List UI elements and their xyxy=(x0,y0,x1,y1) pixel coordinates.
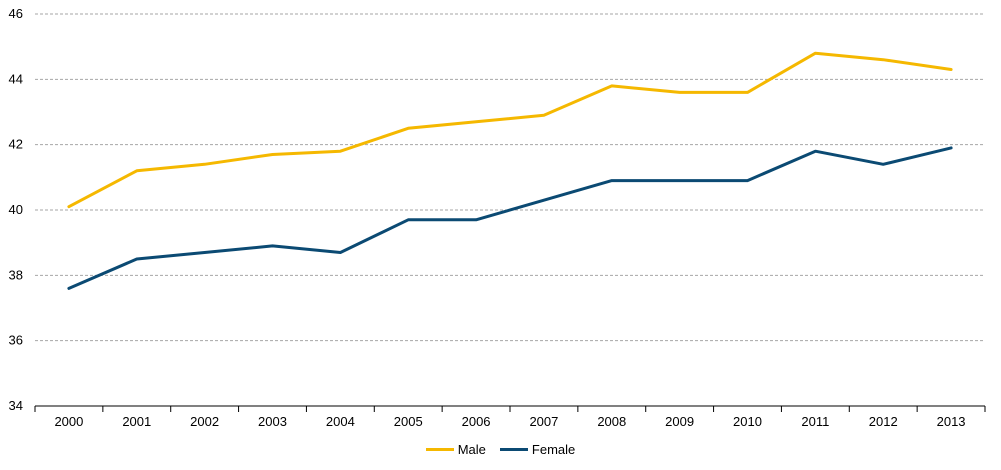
x-tick-label: 2007 xyxy=(529,414,558,429)
y-tick-label: 34 xyxy=(9,398,23,413)
x-tick-label: 2006 xyxy=(462,414,491,429)
y-tick-label: 46 xyxy=(9,6,23,21)
legend-label-male: Male xyxy=(457,441,486,457)
x-tick-label: 2003 xyxy=(258,414,287,429)
tick-labels: 34 36 38 40 42 44 46 2000 2001 2002 2003 2004 2005 20… xyxy=(9,6,966,429)
axes xyxy=(34,405,986,412)
series-lines xyxy=(67,51,953,290)
y-tick-label: 40 xyxy=(9,202,23,217)
x-tick-label: 2012 xyxy=(869,414,898,429)
x-tick-label: 2002 xyxy=(190,414,219,429)
legend-swatch-male xyxy=(425,447,454,451)
x-tick-label: 2009 xyxy=(665,414,694,429)
x-tick-label: 2004 xyxy=(326,414,355,429)
legend-label-female: Female xyxy=(531,441,576,457)
gridlines xyxy=(35,13,985,342)
x-tick-label: 2000 xyxy=(54,414,83,429)
y-tick-label: 36 xyxy=(9,333,23,348)
x-tick-label: 2005 xyxy=(394,414,423,429)
legend-swatch-female xyxy=(499,447,528,451)
x-tick-label: 2008 xyxy=(597,414,626,429)
series-line-male xyxy=(67,51,953,209)
y-tick-label: 38 xyxy=(9,267,23,282)
legend-item-male: Male xyxy=(425,441,486,457)
legend: Male Female xyxy=(0,440,1001,458)
legend-item-female: Female xyxy=(499,441,576,457)
y-tick-label: 44 xyxy=(9,71,23,86)
x-tick-label: 2011 xyxy=(801,414,829,429)
line-chart: 34 36 38 40 42 44 46 2000 2001 2002 2003 2004 2005 20… xyxy=(9,6,986,429)
x-tick-label: 2013 xyxy=(937,414,966,429)
x-tick-label: 2001 xyxy=(122,414,151,429)
x-tick-label: 2010 xyxy=(733,414,762,429)
series-line-female xyxy=(67,146,953,290)
y-tick-label: 42 xyxy=(9,137,23,152)
